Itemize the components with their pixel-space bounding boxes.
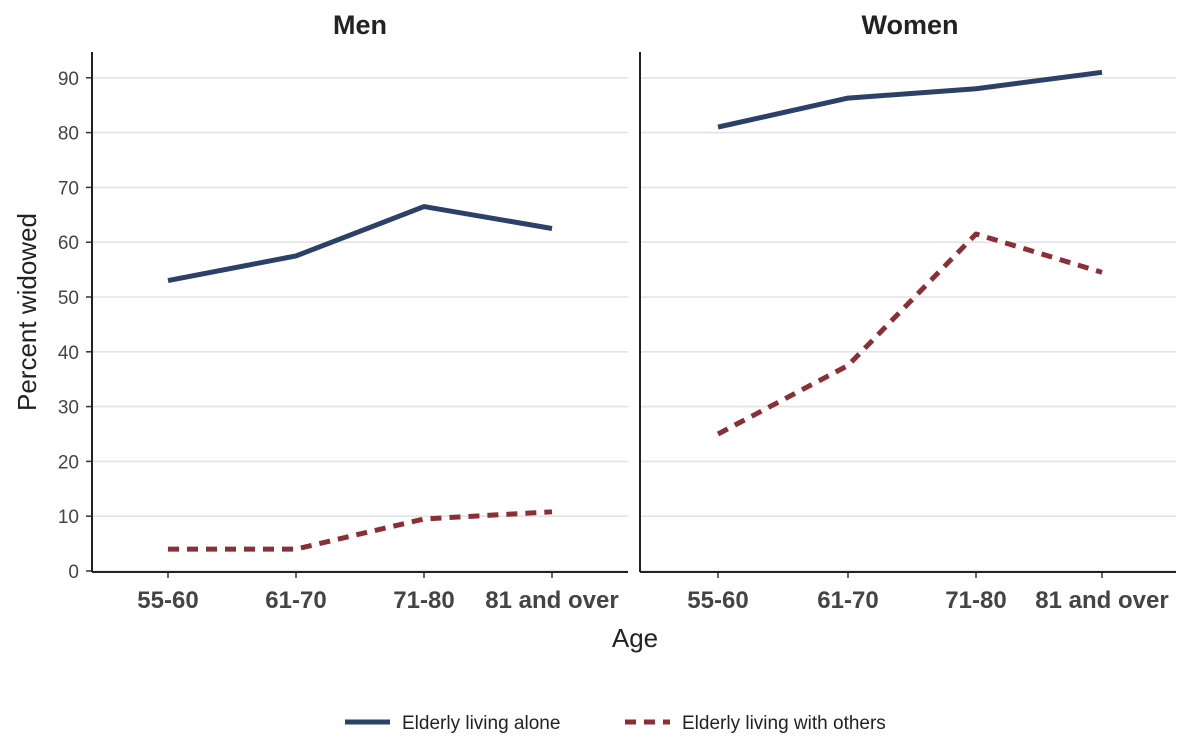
legend-label-others: Elderly living with others (682, 713, 886, 734)
y-tick-label: 20 (58, 452, 79, 473)
series-layer (167, 69, 1103, 552)
y-axis-ticks: 0 10 20 30 40 50 60 70 80 90 (58, 69, 92, 583)
series-line-others-women (716, 231, 1103, 437)
legend-label-alone: Elderly living alone (402, 713, 560, 734)
x-tick-label: 55-60 (687, 587, 748, 614)
y-tick-label: 90 (58, 69, 79, 90)
y-tick-label: 40 (58, 343, 79, 364)
x-tick-label: 61-70 (817, 587, 878, 614)
legend: Elderly living alone Elderly living with… (345, 713, 886, 734)
panel-title-women: Women (861, 10, 958, 40)
y-axis-title: Percent widowed (12, 213, 42, 411)
x-tick-label: 81 and over (1035, 587, 1168, 614)
gridlines-women (640, 77, 1176, 572)
y-tick-label: 60 (58, 233, 79, 254)
y-tick-label: 70 (58, 178, 79, 199)
y-tick-label: 30 (58, 398, 79, 419)
y-tick-label: 0 (68, 562, 79, 583)
y-tick-label: 50 (58, 288, 79, 309)
x-tick-label: 61-70 (265, 587, 326, 614)
x-tick-label: 81 and over (485, 587, 618, 614)
series-line-alone-men (167, 204, 553, 284)
x-tick-label: 71-80 (393, 587, 454, 614)
panel-title-men: Men (333, 10, 387, 40)
series-line-others-men (168, 509, 553, 552)
x-tick-label: 55-60 (137, 587, 198, 614)
gridlines-men (92, 77, 628, 572)
y-tick-label: 80 (58, 124, 79, 145)
x-axis-title: Age (612, 623, 658, 653)
x-axis-ticks: 55-60 61-70 71-80 81 and over 55-60 61-70 71-8… (137, 572, 1169, 614)
y-tick-label: 10 (58, 507, 79, 528)
series-line-alone-women (717, 69, 1103, 130)
x-tick-label: 71-80 (945, 587, 1006, 614)
